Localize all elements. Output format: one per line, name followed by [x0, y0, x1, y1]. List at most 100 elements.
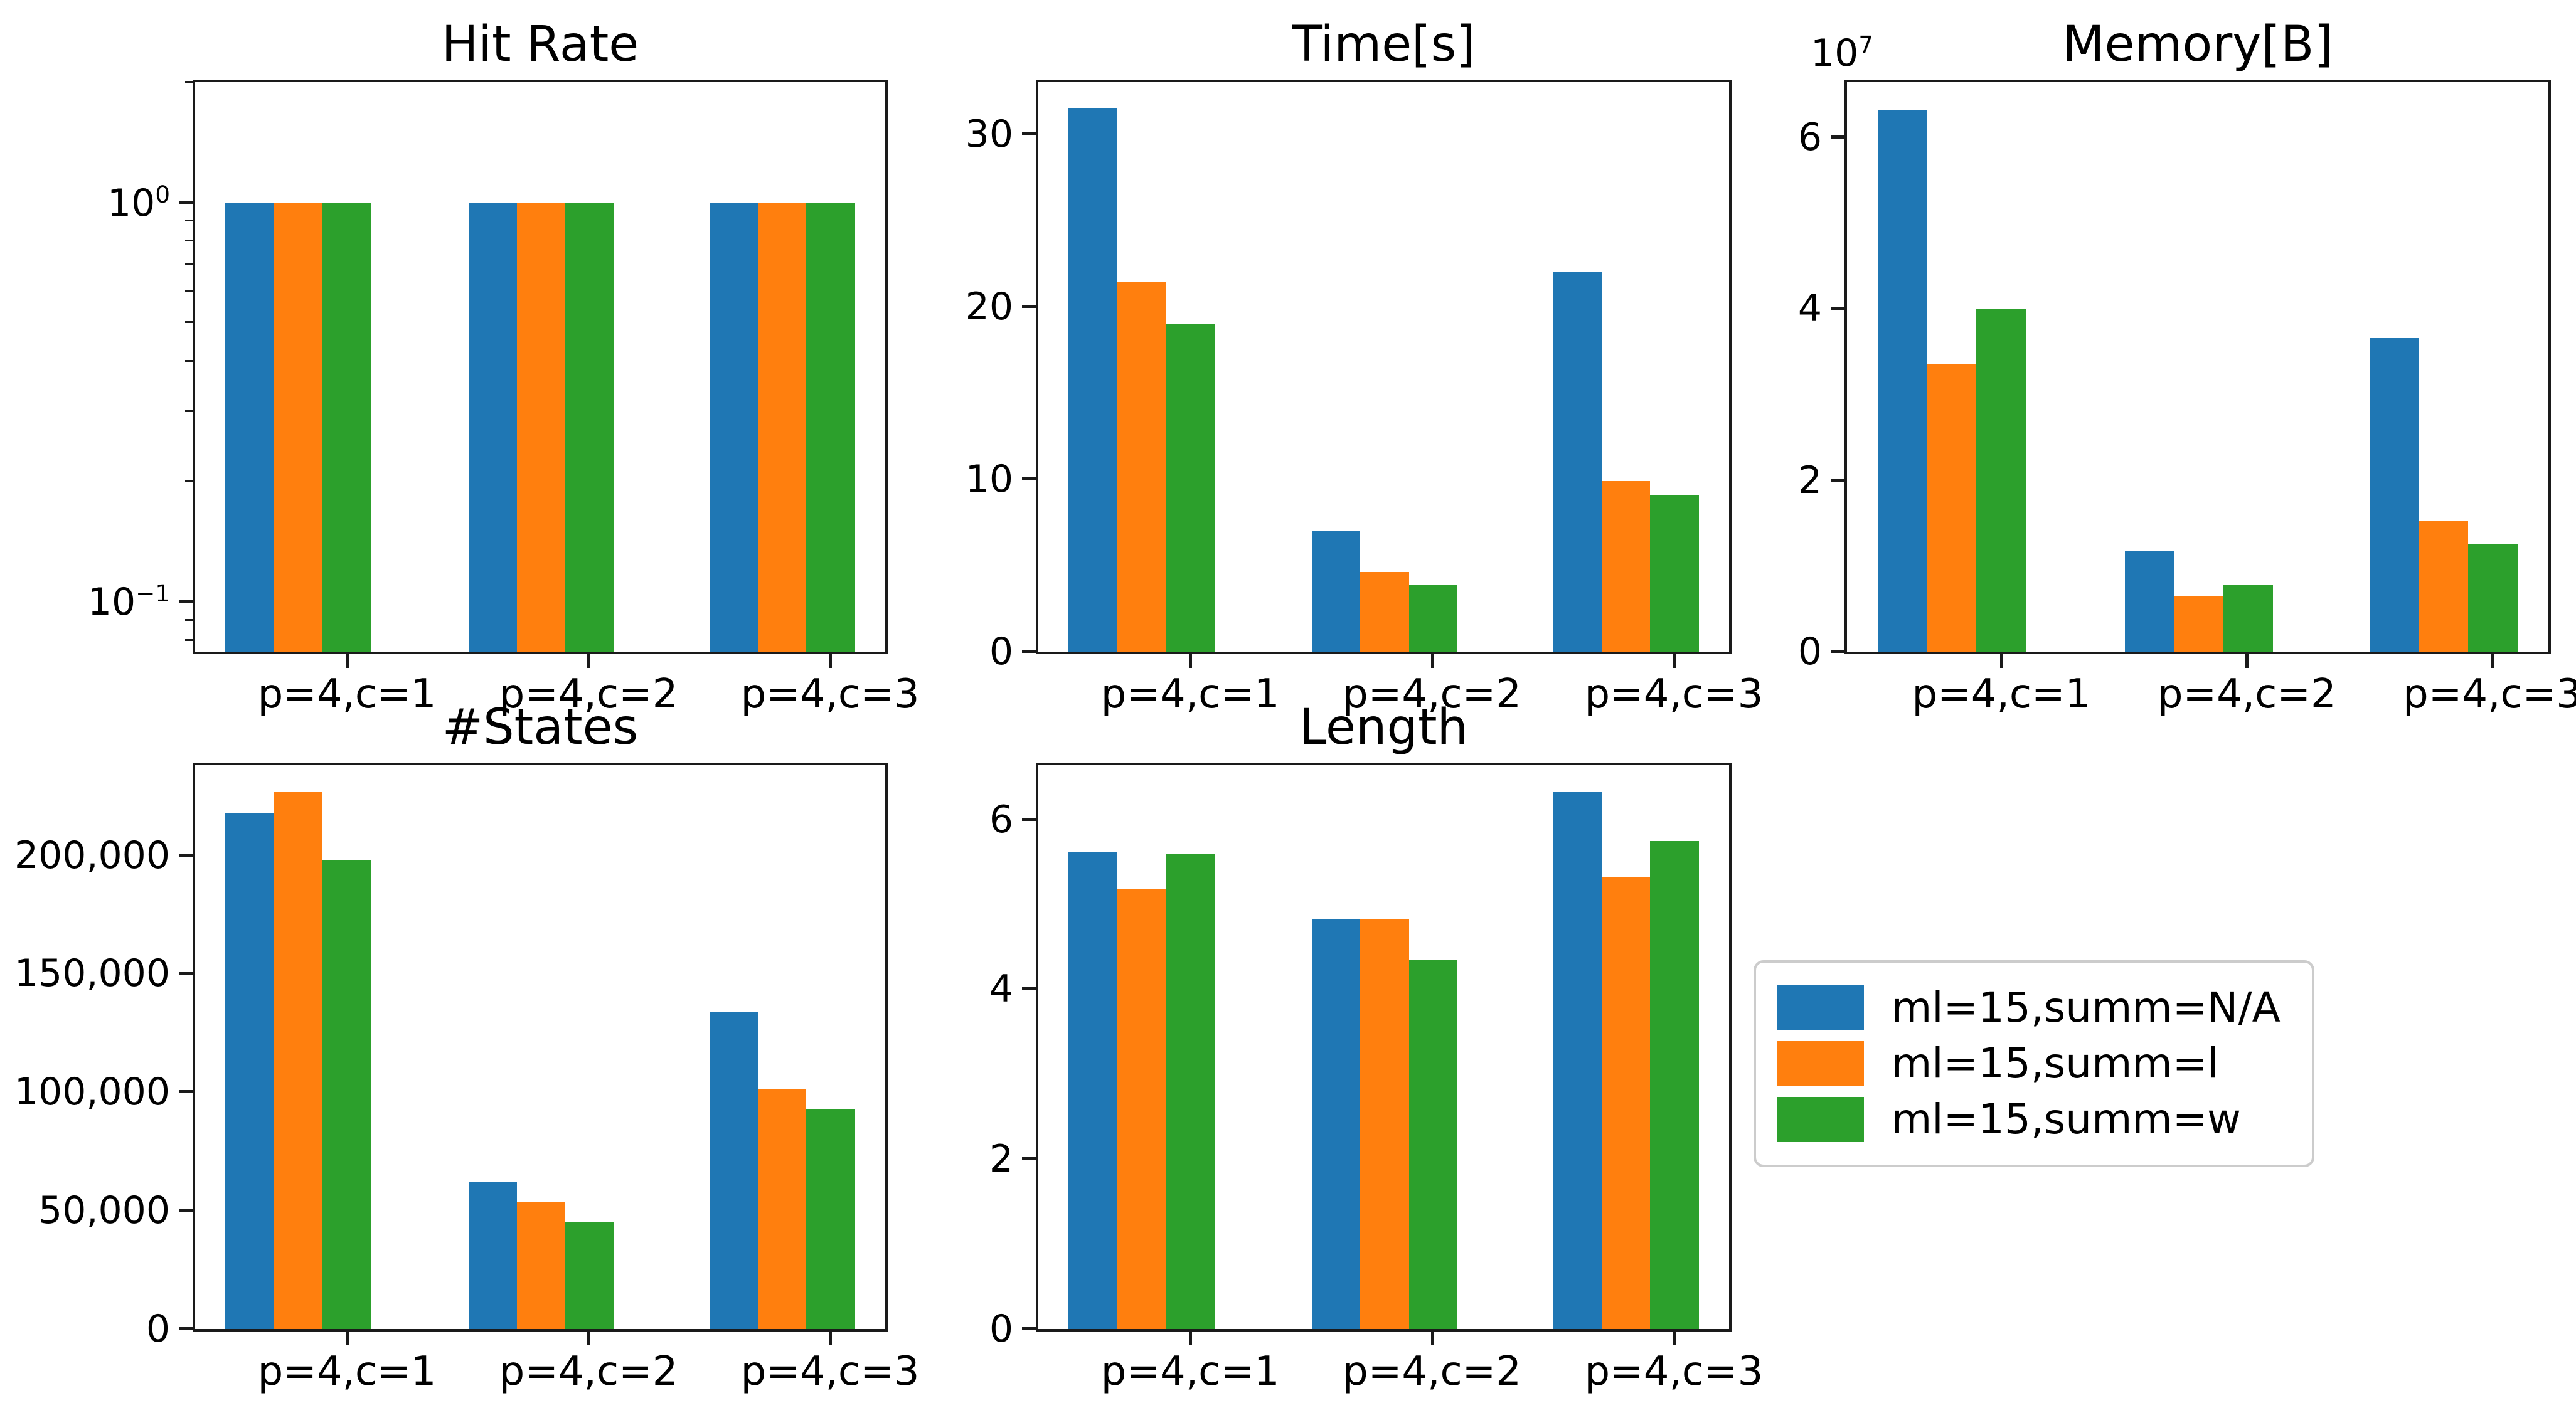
y-tick [1831, 478, 1844, 482]
bar-hit_rate-green [806, 202, 855, 652]
bar-time-blue [1311, 531, 1361, 652]
x-tick [829, 1332, 832, 1345]
x-tick [1672, 654, 1676, 668]
bar-hit_rate-green [322, 202, 371, 652]
y-tick-label: 2 [989, 1137, 1013, 1182]
bar-time-green [1408, 584, 1458, 652]
x-tick-label: p=4,c=2 [1343, 671, 1521, 717]
y-tick-label: 100,000 [14, 1070, 170, 1114]
legend-label: ml=15,summ=w [1892, 1095, 2241, 1143]
legend-swatch-blue [1777, 985, 1864, 1030]
y-tick [179, 1209, 193, 1212]
bar-group-p=4,c=2 [1311, 765, 1458, 1329]
subplot-title-length: Length [1299, 699, 1469, 756]
bar-group-p=4,c=2 [468, 765, 614, 1329]
y-tick [1022, 650, 1036, 653]
bar-memory-blue [1878, 109, 1927, 652]
y-tick-label: 50,000 [38, 1189, 170, 1233]
bar-group-p=4,c=1 [1068, 82, 1215, 652]
y-tick-label: 0 [146, 1307, 170, 1351]
bar-group-p=4,c=3 [709, 765, 855, 1329]
y-minor-tick [185, 618, 193, 621]
bar-memory-orange [1927, 364, 1977, 652]
bar-length-orange [1601, 877, 1651, 1329]
bar-memory-green [2468, 543, 2518, 652]
bar-group-p=4,c=1 [225, 765, 371, 1329]
bar-group-p=4,c=3 [2369, 82, 2518, 652]
bar-length-blue [1553, 792, 1602, 1329]
subplot-states: #States 0 50,000 100,000 150,000 200,000 p=4,… [14, 702, 920, 1392]
y-tick [1022, 817, 1036, 821]
legend-swatch-orange [1777, 1041, 1864, 1086]
subplot-memory: Memory[B] 107 0 2 4 6 p=4,c=1 p=4,c=2 p=4,c=3 [1798, 19, 2576, 714]
y-tick [179, 1327, 193, 1330]
x-tick-label: p=4,c=3 [740, 1348, 920, 1395]
x-tick-label: p=4,c=1 [1100, 671, 1280, 717]
bar-memory-blue [2124, 550, 2174, 652]
y-tick [1022, 477, 1036, 480]
x-tick [1430, 1332, 1434, 1345]
y-minor-tick [185, 263, 193, 265]
bar-states-orange [274, 791, 323, 1329]
subplot-title-time: Time[s] [1292, 16, 1476, 73]
y-minor-tick [185, 360, 193, 363]
bar-hit_rate-orange [757, 202, 807, 652]
bar-time-blue [1553, 272, 1602, 652]
legend-item-summ-na: ml=15,summ=N/A [1777, 980, 2291, 1035]
x-tick [1672, 1332, 1676, 1345]
x-tick [1999, 654, 2003, 668]
y-tick-label: 6 [1797, 115, 1822, 159]
y-tick-label: 0 [989, 1307, 1013, 1351]
bar-group-p=4,c=1 [225, 82, 371, 652]
x-tick [346, 654, 349, 668]
y-tick-label: 2 [1797, 458, 1822, 502]
bar-time-orange [1601, 480, 1651, 652]
bar-length-orange [1360, 919, 1409, 1329]
y-tick [1022, 1327, 1036, 1330]
y-tick-label: 10 [965, 457, 1013, 501]
y-tick [179, 200, 193, 204]
y-minor-tick [185, 240, 193, 242]
y-minor-tick [185, 639, 193, 642]
x-tick-label: p=4,c=1 [257, 671, 437, 717]
y-minor-tick [185, 289, 193, 292]
bar-memory-blue [2369, 337, 2419, 652]
y-tick [1831, 135, 1844, 139]
legend-label: ml=15,summ=N/A [1892, 983, 2281, 1032]
x-tick-label: p=4,c=1 [1100, 1348, 1280, 1395]
bar-states-green [322, 860, 371, 1329]
x-tick-label: p=4,c=2 [2157, 671, 2336, 717]
legend-label: ml=15,summ=l [1892, 1039, 2219, 1088]
bar-hit_rate-blue [225, 202, 274, 652]
bar-states-blue [468, 1182, 517, 1329]
x-tick-label: p=4,c=2 [1343, 1348, 1521, 1395]
bar-hit_rate-blue [468, 202, 517, 652]
y-tick [179, 853, 193, 857]
bar-group-p=4,c=3 [709, 82, 855, 652]
bar-time-blue [1068, 108, 1117, 652]
y-tick [179, 1090, 193, 1094]
bar-group-p=4,c=3 [1553, 82, 1699, 652]
bar-memory-green [2223, 585, 2273, 652]
y-minor-tick [185, 321, 193, 324]
bar-memory-orange [2419, 520, 2469, 652]
x-tick [1430, 654, 1434, 668]
y-axis-offset-label: 107 [1811, 31, 1874, 75]
y-tick-label: 20 [965, 284, 1013, 329]
y-minor-tick [185, 81, 193, 83]
y-tick [1022, 1157, 1036, 1161]
x-tick [587, 654, 590, 668]
x-tick-label: p=4,c=3 [1584, 671, 1764, 717]
legend-item-summ-l: ml=15,summ=l [1777, 1036, 2291, 1091]
bar-hit_rate-orange [516, 202, 566, 652]
y-tick-label: 0 [1797, 630, 1822, 674]
bar-states-orange [757, 1088, 807, 1329]
subplot-time: Time[s] 0 10 20 30 p=4,c=1 p=4,c=2 p=4,c=3 [966, 19, 1764, 714]
y-tick [1022, 132, 1036, 135]
y-tick [179, 972, 193, 975]
x-tick [346, 1332, 349, 1345]
y-tick-label: 200,000 [14, 833, 170, 877]
bar-group-p=4,c=1 [1878, 82, 2026, 652]
bar-length-green [1166, 853, 1215, 1329]
